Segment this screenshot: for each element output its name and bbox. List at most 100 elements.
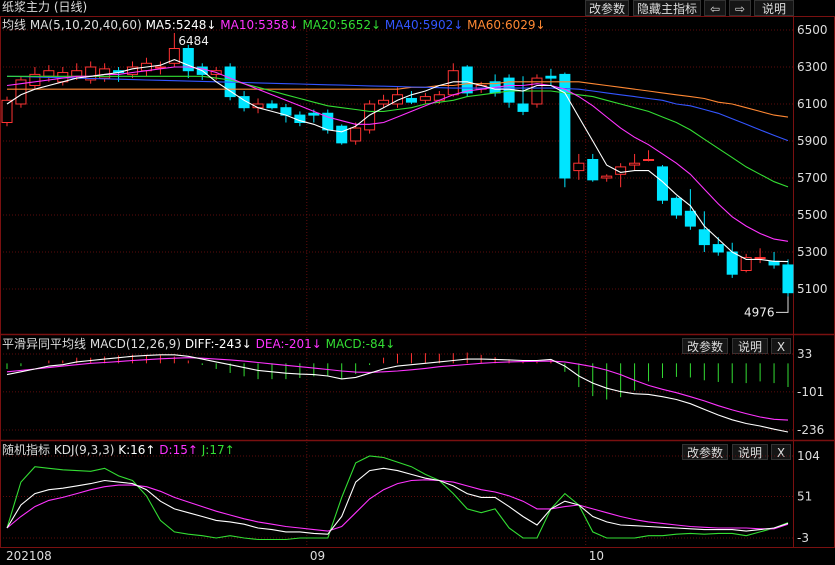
macd-tick-label: -101 (797, 385, 824, 399)
macd-chart (6, 352, 789, 433)
macd-hist-value: MACD:-84↓ (325, 337, 396, 351)
candle-body (294, 114, 306, 123)
candle-body (140, 62, 152, 72)
ma60-value: MA60:6029↓ (467, 18, 546, 32)
candle-body (182, 48, 194, 72)
params-button[interactable]: 改参数 (585, 0, 629, 16)
candle-body (71, 70, 83, 77)
candle-body (726, 251, 738, 275)
ma20-line (7, 75, 789, 188)
candle-body (15, 79, 27, 105)
high-annotation: 6484 (178, 34, 209, 48)
candle-body (531, 77, 543, 105)
candle-body (503, 77, 515, 103)
ma5-line (6, 59, 789, 263)
candle-body (99, 68, 111, 79)
candle-body (615, 166, 627, 175)
grid-layer (0, 16, 835, 548)
y-tick-label: 6100 (797, 97, 828, 111)
candle-body (308, 112, 320, 116)
kdj-help-button[interactable]: 说明 (732, 444, 768, 460)
hide-indicator-button[interactable]: 隐藏主指标 (633, 0, 701, 16)
ma5-value: MA5:5248↓ (145, 18, 217, 32)
diff-value: DIFF:-243↓ (184, 337, 252, 351)
candle-body (545, 75, 557, 79)
candle-body (573, 162, 585, 172)
candle-body (350, 127, 362, 142)
candle-body (43, 70, 55, 77)
y-tick-label: 6300 (797, 60, 828, 74)
low-pointer (776, 296, 789, 313)
candle-body (587, 159, 599, 181)
candle-body (698, 229, 710, 246)
ma10-line (6, 66, 789, 242)
candle-body (322, 112, 334, 131)
candle-body (433, 94, 445, 101)
candle-body (154, 66, 166, 69)
candle-body (684, 210, 696, 227)
candle-body (252, 103, 264, 109)
candle-body (656, 166, 669, 201)
candle-body (113, 70, 125, 74)
macd-help-button[interactable]: 说明 (732, 338, 768, 354)
candle-body (447, 70, 459, 96)
candle-body (601, 175, 613, 179)
scroll-right-button[interactable]: ⇨ (729, 0, 751, 16)
y-tick-label: 5500 (797, 208, 828, 222)
candle-body (238, 96, 250, 109)
x-tick-label: 10 (589, 549, 604, 563)
kdj-legend: 随机指标 KDJ(9,3,3) K:16↑ D:15↑ J:17↑ (2, 443, 235, 457)
candle-body (768, 260, 780, 266)
candle-body (224, 66, 236, 98)
candle-body (1, 99, 13, 124)
scroll-left-button[interactable]: ⇦ (704, 0, 726, 16)
kdj-params-button[interactable]: 改参数 (682, 444, 728, 460)
macd-close-button[interactable]: X (771, 338, 791, 354)
main-legend: 均线 MA(5,10,20,40,60) MA5:5248↓ MA10:5358… (2, 18, 546, 32)
y-tick-label: 5100 (797, 282, 828, 296)
ma40-line (6, 75, 789, 142)
candle-body (461, 66, 473, 94)
candle-body (712, 244, 724, 253)
ma40-value: MA40:5902↓ (384, 18, 464, 32)
candle-body (126, 66, 139, 75)
candle-body (629, 162, 641, 166)
x-tick-label: 09 (310, 549, 325, 563)
kdj-tick-label: 51 (797, 490, 812, 504)
macd-tick-label: -236 (797, 423, 824, 437)
d-line (6, 479, 789, 532)
candle-body (391, 94, 404, 105)
j-value: J:17↑ (201, 443, 235, 457)
kdj-params: KDJ(9,3,3) (53, 443, 115, 457)
ma20-value: MA20:5652↓ (302, 18, 382, 32)
ma60-line (7, 81, 789, 118)
candle-body (378, 99, 390, 105)
candle-body (57, 72, 69, 83)
candle-body (419, 96, 431, 101)
ma-params: MA(5,10,20,40,60) (29, 18, 142, 32)
ma-name: 均线 (2, 18, 27, 32)
help-button[interactable]: 说明 (754, 0, 794, 16)
kdj-close-button[interactable]: X (771, 444, 791, 460)
y-tick-label: 5300 (797, 245, 828, 259)
kdj-tick-label: 104 (797, 449, 820, 463)
j-line (6, 455, 789, 541)
candle-body (29, 73, 41, 87)
macd-tick-label: 33 (797, 347, 812, 361)
candle-body (489, 81, 501, 94)
kdj-name: 随机指标 (2, 443, 51, 457)
candle-body (643, 159, 655, 161)
candle-body (559, 73, 571, 179)
candle-body (364, 103, 376, 131)
y-tick-label: 5700 (797, 171, 828, 185)
macd-params: MACD(12,26,9) (89, 337, 181, 351)
macd-params-button[interactable]: 改参数 (682, 338, 728, 354)
candle-body (280, 107, 292, 116)
y-tick-label: 5900 (797, 134, 828, 148)
main-price-chart (1, 32, 794, 297)
kdj-chart (6, 455, 789, 541)
dea-line (6, 357, 789, 421)
diff-line (6, 354, 789, 433)
candle-body (196, 66, 208, 75)
